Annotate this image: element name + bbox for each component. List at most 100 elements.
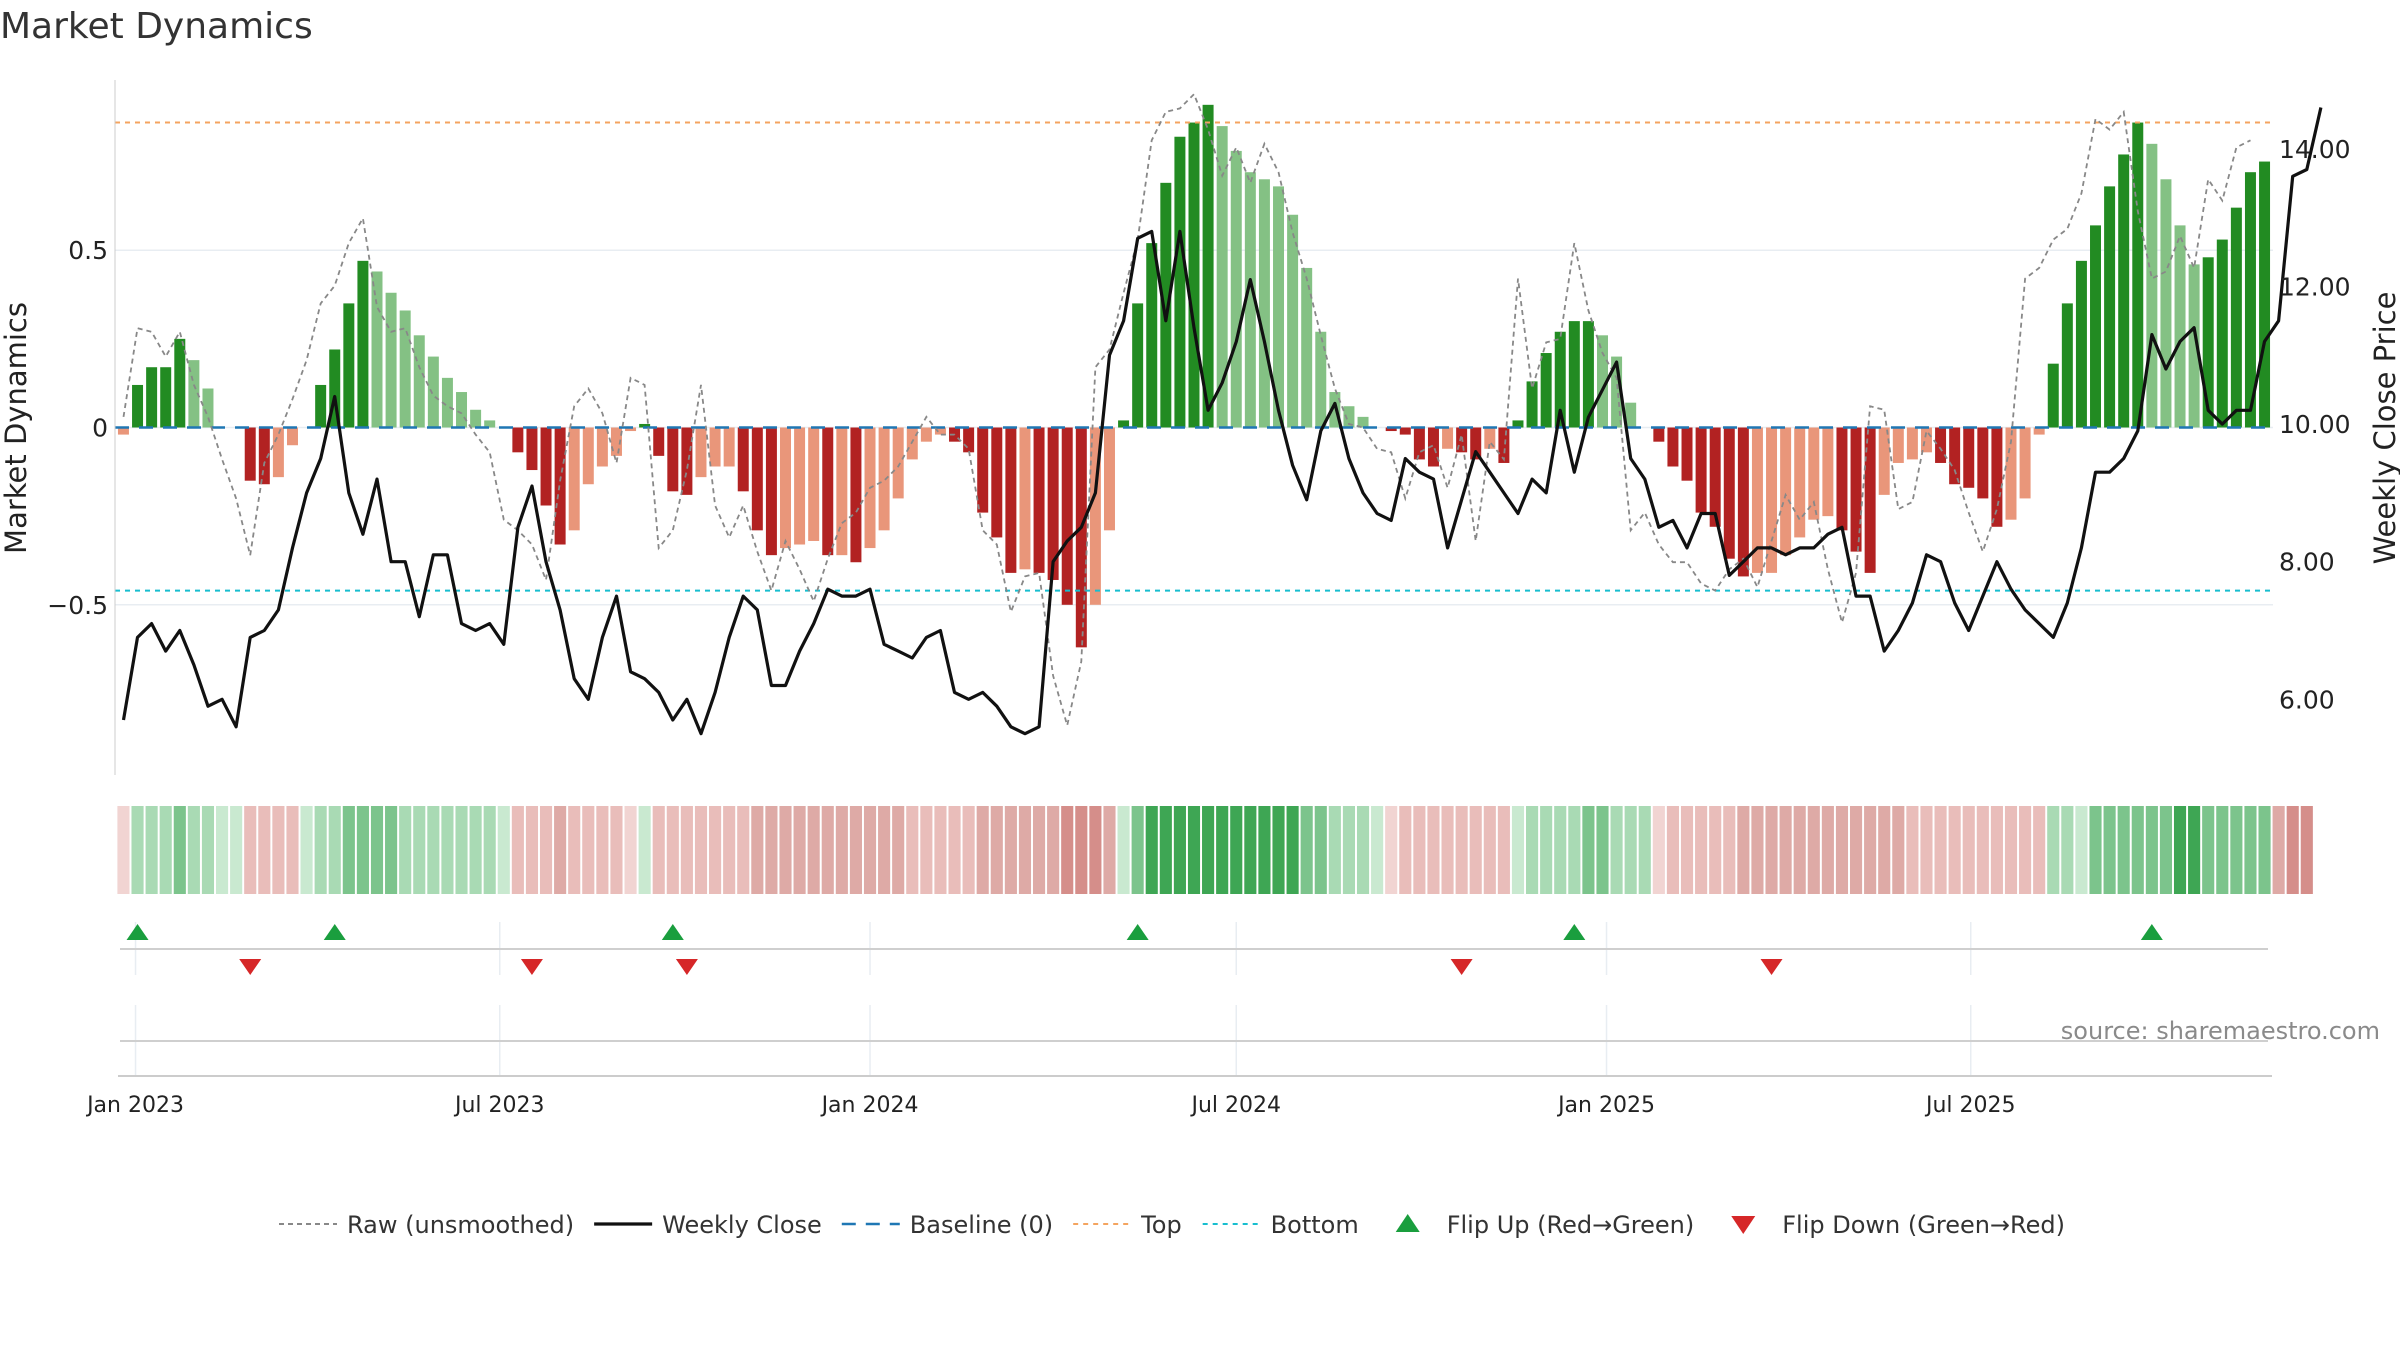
legend-item-baseline: Baseline (0) [842,1211,1053,1239]
bars-layer [118,105,2270,648]
dynamics-bar [470,410,481,428]
phase-cell [216,806,228,894]
dynamics-bar [1977,428,1988,499]
phase-cell [737,806,749,894]
phase-cell [1132,806,1144,894]
dynamics-bar [1569,321,1580,427]
dynamics-bar [2090,225,2101,427]
dynamics-bar [1174,137,1185,428]
phase-cell [1470,806,1482,894]
phase-cell [596,806,608,894]
phase-cell [639,806,651,894]
phase-cell [1118,806,1130,894]
dynamics-bar [710,428,721,467]
phase-cell [1977,806,1989,894]
dynamics-bar [1738,428,1749,577]
phase-cell [2174,806,2186,894]
phase-cell [2033,806,2045,894]
dynamics-bar [766,428,777,556]
legend-item-raw: Raw (unsmoothed) [279,1211,574,1239]
dynamics-bar [1231,151,1242,428]
flip-down-marker [521,959,543,975]
dynamics-bar [695,428,706,478]
flip-up-marker [1127,924,1149,940]
flip-down-marker [676,959,698,975]
phase-cell [1836,806,1848,894]
phase-cell [117,806,129,894]
dynamics-bar [583,428,594,485]
phase-cell [1174,806,1186,894]
phase-cell [1667,806,1679,894]
phase-cell [1822,806,1834,894]
phase-cell [681,806,693,894]
phase-cell [794,806,806,894]
phase-cell [244,806,256,894]
dynamics-bar [2160,179,2171,427]
phase-cell [343,806,355,894]
y-axis-label: Market Dynamics [0,302,33,554]
dynamics-bar [1921,428,1932,453]
phase-cell [202,806,214,894]
dynamics-bar [1315,332,1326,428]
phase-cell [1427,806,1439,894]
dynamics-bar [2048,364,2059,428]
dynamics-bar [724,428,735,467]
dynamics-bar [1301,268,1312,428]
dynamics-bar [456,392,467,427]
phase-cell [2258,806,2270,894]
phase-cell [1244,806,1256,894]
phase-cell [1441,806,1453,894]
phase-cell [470,806,482,894]
phase-cell [1709,806,1721,894]
legend-label: Flip Up (Red→Green) [1447,1211,1695,1239]
dynamics-bar [2146,144,2157,428]
legend-item-bottom: Bottom [1203,1211,1359,1239]
dynamics-bar [1400,428,1411,435]
source-label: source: sharemaestro.com [2061,1017,2380,1045]
phase-cell [1639,806,1651,894]
phase-cell [188,806,200,894]
phase-cell [2089,806,2101,894]
phase-cell [991,806,1003,894]
x-tick-label: Jan 2023 [85,1093,184,1118]
dynamics-bar [146,367,157,427]
phase-cell [1653,806,1665,894]
phase-cell [1568,806,1580,894]
flip-up-marker [324,924,346,940]
phase-cell [1216,806,1228,894]
x-tick-label: Jan 2024 [820,1093,919,1118]
phase-strip [117,806,2312,894]
x-tick-label: Jul 2023 [453,1093,545,1118]
dynamics-bar [1879,428,1890,495]
phase-cell [1864,806,1876,894]
phase-cell [329,806,341,894]
phase-cell [554,806,566,894]
dynamics-bar [1034,428,1045,573]
phase-cell [1230,806,1242,894]
dynamics-bar [1414,428,1425,460]
phase-cell [1808,806,1820,894]
phase-cell [1033,806,1045,894]
phase-cell [1751,806,1763,894]
dynamics-bar [963,428,974,453]
y-tick-label: −0.5 [47,591,108,620]
phase-cell [2230,806,2242,894]
dynamics-bar [780,428,791,549]
phase-cell [695,806,707,894]
chart-title: Market Dynamics [0,6,313,47]
phase-cell [963,806,975,894]
phase-cell [934,806,946,894]
dynamics-bar [1907,428,1918,460]
phase-cell [610,806,622,894]
phase-cell [850,806,862,894]
legend-label: Raw (unsmoothed) [347,1211,574,1239]
phase-cell [1780,806,1792,894]
x-tick-label: Jan 2025 [1556,1093,1655,1118]
phase-cell [2160,806,2172,894]
dynamics-bar [174,339,185,428]
dynamics-bar [1062,428,1073,605]
y2-tick-label: 12.00 [2279,272,2351,301]
phase-cell [1991,806,2003,894]
